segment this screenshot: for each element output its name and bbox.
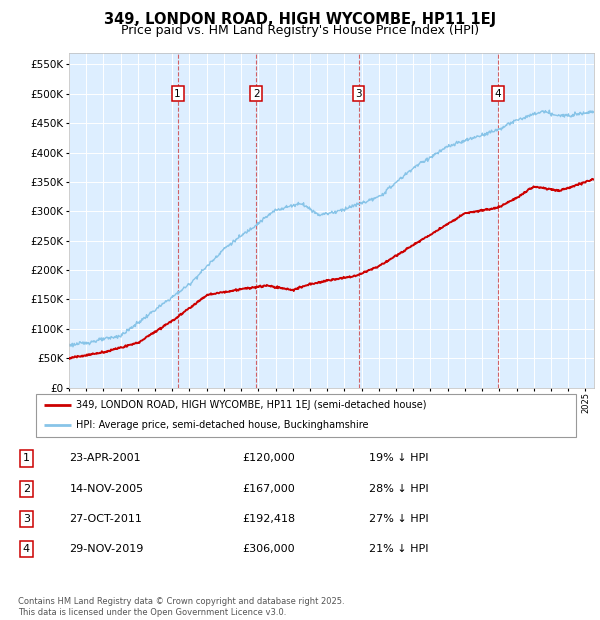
Text: £120,000: £120,000 <box>242 453 295 463</box>
Text: 23-APR-2001: 23-APR-2001 <box>70 453 141 463</box>
Text: 4: 4 <box>23 544 30 554</box>
Text: 29-NOV-2019: 29-NOV-2019 <box>70 544 144 554</box>
Text: 1: 1 <box>175 89 181 99</box>
Text: 349, LONDON ROAD, HIGH WYCOMBE, HP11 1EJ: 349, LONDON ROAD, HIGH WYCOMBE, HP11 1EJ <box>104 12 496 27</box>
Text: 349, LONDON ROAD, HIGH WYCOMBE, HP11 1EJ (semi-detached house): 349, LONDON ROAD, HIGH WYCOMBE, HP11 1EJ… <box>77 401 427 410</box>
Text: £167,000: £167,000 <box>242 484 295 494</box>
Text: 27-OCT-2011: 27-OCT-2011 <box>70 514 142 524</box>
FancyBboxPatch shape <box>36 394 576 437</box>
Text: 2: 2 <box>23 484 30 494</box>
Text: HPI: Average price, semi-detached house, Buckinghamshire: HPI: Average price, semi-detached house,… <box>77 420 369 430</box>
Text: 3: 3 <box>355 89 362 99</box>
Text: 27% ↓ HPI: 27% ↓ HPI <box>369 514 429 524</box>
Text: 21% ↓ HPI: 21% ↓ HPI <box>369 544 428 554</box>
Text: 28% ↓ HPI: 28% ↓ HPI <box>369 484 429 494</box>
Text: Price paid vs. HM Land Registry's House Price Index (HPI): Price paid vs. HM Land Registry's House … <box>121 24 479 37</box>
Text: Contains HM Land Registry data © Crown copyright and database right 2025.
This d: Contains HM Land Registry data © Crown c… <box>18 598 344 617</box>
Text: 2: 2 <box>253 89 259 99</box>
Text: £192,418: £192,418 <box>242 514 296 524</box>
Text: 4: 4 <box>494 89 501 99</box>
Text: 14-NOV-2005: 14-NOV-2005 <box>70 484 144 494</box>
Text: 1: 1 <box>23 453 30 463</box>
Text: 19% ↓ HPI: 19% ↓ HPI <box>369 453 428 463</box>
Text: £306,000: £306,000 <box>242 544 295 554</box>
Text: 3: 3 <box>23 514 30 524</box>
